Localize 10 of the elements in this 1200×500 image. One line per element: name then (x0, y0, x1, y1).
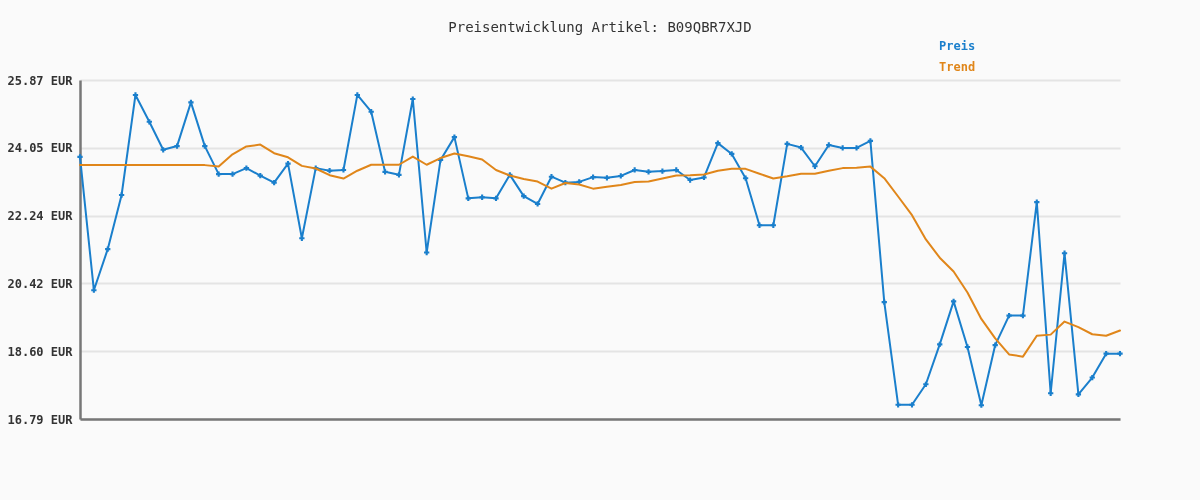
y-tick-label: 20.42 EUR (7, 276, 74, 291)
y-tick-label: 16.79 EUR (7, 412, 74, 427)
y-tick-label: 18.60 EUR (7, 344, 74, 359)
text: Trend (939, 60, 976, 74)
y-tick-label: 24.05 EUR (7, 141, 74, 156)
y-tick-label: 25.87 EUR (7, 73, 74, 88)
y-tick-label: 22.24 EUR (7, 209, 74, 224)
chart-title: Preisentwicklung Artikel: B09QBR7XJD (448, 19, 752, 35)
line-series (79, 143, 1121, 358)
text: Preis (939, 39, 976, 53)
